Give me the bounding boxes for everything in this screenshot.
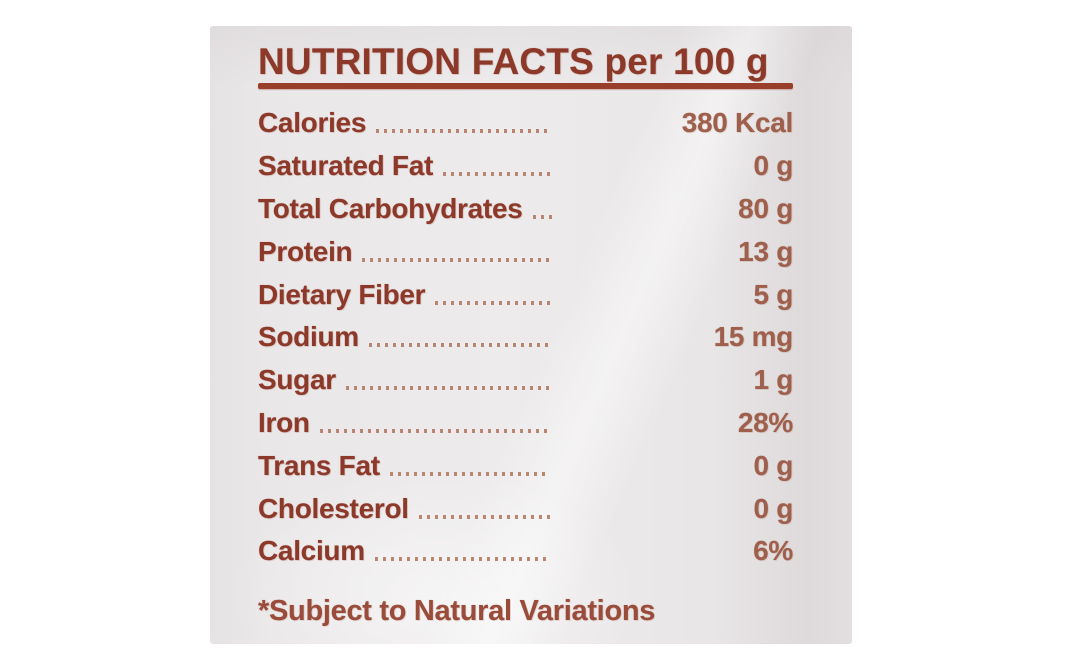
nutrition-row-iron: Iron 28% xyxy=(258,402,793,445)
nutrition-rows: Calories 380 Kcal Saturated Fat 0 g Tota… xyxy=(258,102,793,573)
nutrition-row-cholesterol: Cholesterol 0 g xyxy=(258,487,793,530)
title-underline xyxy=(258,83,793,89)
nutrient-label: Calories xyxy=(258,107,367,139)
nutrient-label: Sodium xyxy=(258,321,359,353)
nutrition-row-saturated-fat: Saturated Fat 0 g xyxy=(258,145,793,188)
nutrition-title: NUTRITION FACTS per 100 g xyxy=(258,41,769,82)
nutrient-label: Trans Fat xyxy=(258,449,380,481)
dot-leader xyxy=(345,386,550,391)
nutrition-row-protein: Protein 13 g xyxy=(258,230,793,273)
natural-variations-footnote: *Subject to Natural Variations xyxy=(258,594,656,627)
packaging-bag: NUTRITION FACTS per 100 g Calories 380 K… xyxy=(210,26,852,644)
dot-leader xyxy=(362,257,550,262)
dot-leader xyxy=(418,514,550,519)
dot-leader xyxy=(435,300,550,305)
nutrition-row-trans-fat: Trans Fat 0 g xyxy=(258,444,793,487)
nutrient-label: Iron xyxy=(258,406,310,438)
nutrient-label: Sugar xyxy=(258,364,336,396)
nutrition-row-calcium: Calcium 6% xyxy=(258,530,793,573)
nutrition-row-dietary-fiber: Dietary Fiber 5 g xyxy=(258,273,793,316)
nutrient-value: 80 g xyxy=(738,192,793,224)
nutrient-value: 5 g xyxy=(753,278,793,310)
nutrient-label: Dietary Fiber xyxy=(258,278,426,310)
nutrient-value: 13 g xyxy=(738,235,793,267)
nutrition-row-sugar: Sugar 1 g xyxy=(258,359,793,402)
dot-leader xyxy=(368,343,550,348)
nutrient-value: 1 g xyxy=(753,364,793,396)
nutrient-label: Cholesterol xyxy=(258,492,409,524)
nutrient-value: 380 Kcal xyxy=(681,107,794,139)
nutrient-value: 0 g xyxy=(753,449,793,481)
dot-leader xyxy=(319,428,550,433)
nutrition-row-sodium: Sodium 15 mg xyxy=(258,316,793,359)
nutrient-value: 6% xyxy=(753,535,793,567)
dot-leader xyxy=(389,471,550,476)
nutrient-label: Saturated Fat xyxy=(258,150,434,182)
nutrient-value: 15 mg xyxy=(713,321,794,353)
dot-leader xyxy=(376,129,550,134)
dot-leader xyxy=(532,214,553,219)
nutrition-row-total-carbohydrates: Total Carbohydrates 80 g xyxy=(258,188,793,231)
nutrient-value: 0 g xyxy=(753,492,793,524)
nutrition-facts-panel: NUTRITION FACTS per 100 g Calories 380 K… xyxy=(258,40,793,629)
nutrient-label: Total Carbohydrates xyxy=(258,192,523,224)
dot-leader xyxy=(374,557,550,562)
nutrient-label: Calcium xyxy=(258,535,365,567)
dot-leader xyxy=(443,172,550,177)
nutrient-value: 0 g xyxy=(753,150,793,182)
nutrition-row-calories: Calories 380 Kcal xyxy=(258,102,793,145)
nutrient-label: Protein xyxy=(258,235,353,267)
nutrient-value: 28% xyxy=(737,406,793,438)
